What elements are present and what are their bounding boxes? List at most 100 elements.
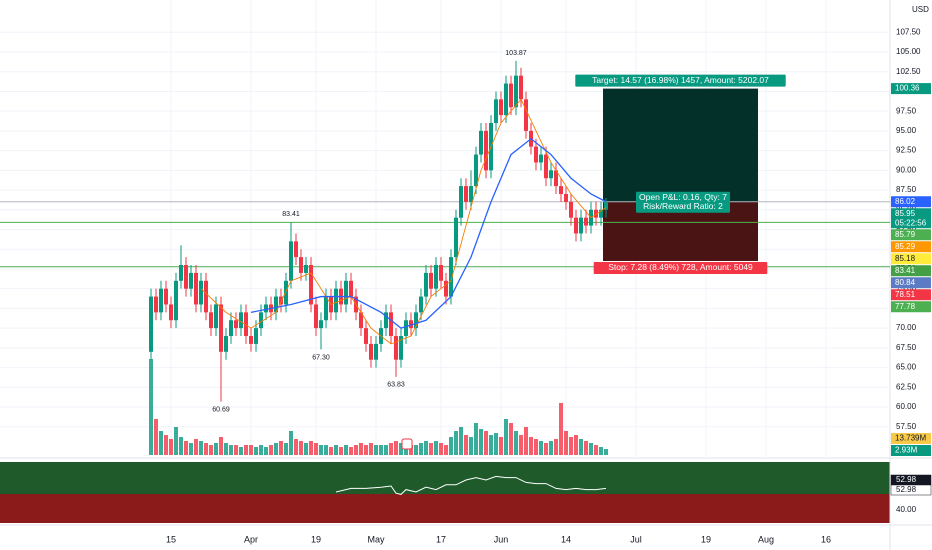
candle-body: [324, 296, 328, 321]
price-label: 85.95: [895, 209, 916, 218]
volume-bar: [419, 443, 423, 455]
candle-body: [249, 336, 253, 344]
candle-body: [569, 201, 573, 218]
price-label-bg: [891, 229, 931, 241]
candle-body: [574, 217, 578, 234]
volume-bar: [504, 419, 508, 455]
volume-bar: [394, 441, 398, 455]
volume-bar: [339, 447, 343, 455]
ratio-text: Risk/Reward Ratio: 2: [643, 201, 723, 211]
candle-body: [259, 312, 263, 329]
price-label: 83.41: [895, 266, 916, 275]
volume-bar: [464, 435, 468, 455]
volume-bar: [244, 445, 248, 455]
candle-body: [264, 304, 268, 313]
stop-label-text: Stop: 7.28 (8.49%) 728, Amount: 5049: [608, 262, 753, 272]
y-tick-label: 62.50: [896, 382, 917, 391]
volume-bar: [404, 445, 408, 455]
candle-body: [279, 296, 283, 305]
candle-body: [254, 328, 258, 344]
candle-body: [594, 209, 598, 218]
candle-body: [179, 265, 183, 281]
volume-bar: [324, 445, 328, 455]
volume-bar: [584, 441, 588, 455]
price-label-bg: [891, 253, 931, 265]
candle-body: [434, 265, 438, 289]
candle-body: [599, 209, 603, 218]
candle-body: [374, 343, 378, 360]
y-tick-label: 102.50: [896, 67, 921, 76]
y-tick-label: 105.00: [896, 47, 921, 56]
candle-body: [494, 99, 498, 124]
y-tick-label: 60.00: [896, 402, 917, 411]
volume-bar: [364, 445, 368, 455]
volume-bar: [189, 443, 193, 455]
y-tick-label: 97.50: [896, 106, 917, 115]
volume-bar: [319, 445, 323, 455]
y-tick-label: 57.50: [896, 422, 917, 431]
candle-body: [509, 83, 513, 108]
volume-bar: [539, 441, 543, 455]
volume-bar: [239, 447, 243, 455]
volume-bar: [544, 443, 548, 455]
price-label: 85.29: [895, 242, 916, 251]
candle-body: [199, 280, 203, 305]
price-label-bg: [891, 301, 931, 313]
volume-label-bg: [891, 445, 931, 456]
candle-body: [194, 272, 198, 305]
candle-body: [549, 170, 553, 179]
y-tick-label: 75.00: [896, 284, 917, 293]
volume-bar: [269, 445, 273, 455]
volume-bar: [159, 431, 163, 455]
x-tick-label: 17: [436, 534, 446, 544]
volume-bar: [309, 441, 313, 455]
price-label-bg: [891, 265, 931, 277]
volume-bar: [259, 445, 263, 455]
volume-bar: [479, 429, 483, 455]
candle-body: [229, 320, 233, 337]
volume-bar: [169, 439, 173, 455]
volume-bar: [354, 445, 358, 455]
x-tick-label: Jul: [630, 534, 642, 544]
candle-body: [294, 241, 298, 258]
volume-bar: [509, 423, 513, 455]
volume-bar: [279, 441, 283, 455]
volume-bar: [154, 419, 158, 455]
volume-bar: [249, 445, 253, 455]
candle-body: [224, 336, 228, 352]
volume-bar: [349, 447, 353, 455]
x-tick-label: 15: [166, 534, 176, 544]
volume-bar: [409, 445, 413, 455]
volume-bar: [234, 445, 238, 455]
price-label: 85.79: [895, 230, 916, 239]
price-label-bg: [891, 289, 931, 301]
x-tick-label: Jun: [494, 534, 509, 544]
volume-bar: [549, 441, 553, 455]
moving-average: [250, 137, 607, 329]
volume-bar: [199, 441, 203, 455]
candle-body: [439, 265, 443, 281]
volume-bar: [444, 445, 448, 455]
volume-bar: [534, 439, 538, 455]
candle-body: [409, 320, 413, 329]
volume-bar: [224, 443, 228, 455]
volume-bar: [429, 443, 433, 455]
volume-bar: [214, 443, 218, 455]
price-label-bg: [891, 208, 931, 229]
candle-body: [244, 312, 248, 337]
candle-body: [214, 304, 218, 329]
candle-body: [149, 296, 153, 352]
volume-bar: [359, 443, 363, 455]
candle-body: [464, 186, 468, 202]
rsi-lower-zone: [0, 494, 890, 523]
extreme-label: 63.83: [387, 382, 405, 389]
currency: USD: [912, 5, 929, 14]
candle-body: [164, 288, 168, 305]
x-tick-label: 19: [701, 534, 711, 544]
y-tick-label: 92.50: [896, 146, 917, 155]
target-label: Target: 14.57 (16.98%) 1457, Amount: 520…: [575, 74, 786, 87]
candle-body: [524, 99, 528, 131]
candle-body: [584, 217, 588, 226]
price-label-bg: [891, 241, 931, 253]
pnl-text: Open P&L: 0.16, Qty: 7: [639, 192, 727, 202]
